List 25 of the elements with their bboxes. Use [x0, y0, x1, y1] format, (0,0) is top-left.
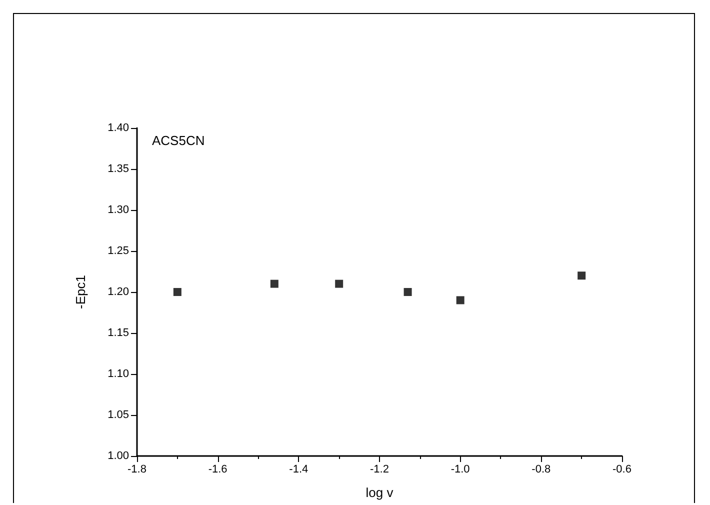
y-tick-label: 1.15 [108, 327, 129, 339]
x-tick-label: -1.4 [289, 464, 308, 476]
x-tick-label: -1.8 [128, 464, 146, 476]
point [335, 280, 344, 288]
y-axis-title: -Epc1 [73, 275, 88, 309]
x-tick-label: -1.2 [370, 464, 389, 476]
x-axis-title: log v [366, 485, 394, 500]
y-tick-label: 1.20 [108, 286, 129, 298]
y-tick-label: 1.30 [108, 204, 129, 216]
point [578, 272, 586, 280]
point [270, 280, 278, 288]
x-tick-label: -1.0 [450, 464, 470, 476]
y-tick-label: 1.35 [108, 163, 129, 175]
x-tick-label: -0.6 [612, 464, 632, 476]
point [456, 296, 464, 304]
x-tick-label: -0.8 [532, 464, 551, 476]
y-tick-label: 1.25 [108, 245, 129, 257]
y-tick-label: 1.40 [108, 122, 129, 134]
y-tick-label: 1.10 [108, 368, 129, 380]
point [404, 288, 412, 296]
point [173, 288, 182, 296]
annotation: ACS5CN [152, 133, 205, 148]
x-tick-label: -1.6 [208, 464, 228, 476]
y-tick-label: 1.05 [108, 409, 129, 421]
y-tick-label: 1.00 [108, 450, 129, 462]
